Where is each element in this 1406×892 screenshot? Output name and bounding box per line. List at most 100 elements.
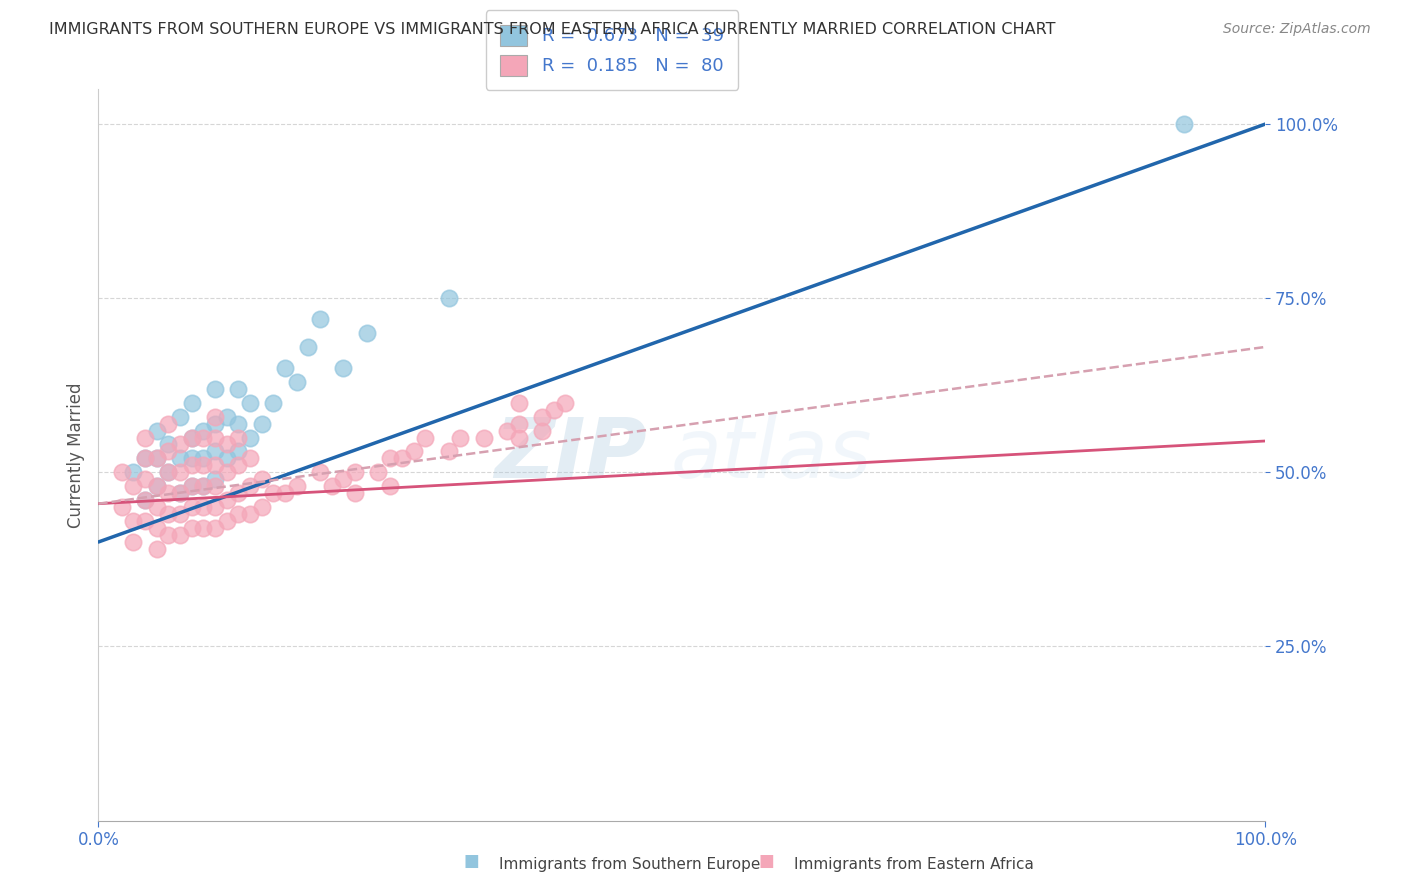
Point (239, 395, 262, 409)
Point (146, 479, 169, 493)
Point (250, 500, 273, 515)
Point (250, 472, 273, 486)
Point (193, 521, 215, 535)
Text: Source: ZipAtlas.com: Source: ZipAtlas.com (1223, 22, 1371, 37)
Point (239, 507, 262, 521)
Point (157, 528, 180, 542)
Point (146, 479, 169, 493)
Point (274, 360, 297, 375)
Point (180, 521, 202, 535)
Point (157, 486, 180, 500)
Point (215, 493, 238, 508)
Point (530, 424, 553, 438)
Text: Immigrants from Eastern Africa: Immigrants from Eastern Africa (794, 857, 1035, 872)
Point (169, 466, 191, 480)
Point (157, 507, 180, 521)
Point (262, 395, 284, 409)
Point (309, 466, 332, 480)
Point (193, 479, 215, 493)
Point (508, 417, 530, 431)
Point (111, 466, 134, 480)
Point (508, 395, 530, 409)
Point (472, 430, 495, 444)
Point (169, 507, 191, 521)
Point (228, 458, 250, 473)
Point (228, 430, 250, 444)
Point (204, 409, 226, 424)
Point (250, 417, 273, 431)
Point (449, 430, 471, 444)
Point (228, 444, 250, 458)
Point (122, 514, 145, 528)
Point (134, 451, 156, 466)
Point (204, 430, 226, 444)
Point (146, 424, 169, 438)
Point (193, 479, 215, 493)
Point (180, 458, 202, 473)
Point (134, 514, 156, 528)
Point (309, 312, 332, 326)
Point (169, 486, 191, 500)
Point (215, 466, 238, 480)
Point (380, 451, 402, 466)
Point (215, 514, 238, 528)
Point (146, 500, 169, 515)
Point (543, 402, 565, 417)
Point (146, 451, 169, 466)
Point (530, 409, 553, 424)
Point (157, 437, 180, 451)
Point (204, 500, 226, 515)
Point (146, 451, 169, 466)
Point (122, 535, 145, 549)
Point (134, 493, 156, 508)
Point (332, 472, 354, 486)
Text: Immigrants from Southern Europe: Immigrants from Southern Europe (499, 857, 761, 872)
Point (367, 466, 389, 480)
Point (437, 291, 460, 305)
Point (228, 417, 250, 431)
Point (204, 472, 226, 486)
Point (122, 466, 145, 480)
Point (262, 486, 284, 500)
Point (413, 430, 436, 444)
Text: ZIP: ZIP (495, 415, 647, 495)
Point (134, 472, 156, 486)
Point (344, 486, 367, 500)
Point (157, 444, 180, 458)
Point (204, 417, 226, 431)
Point (356, 326, 378, 340)
Point (437, 444, 460, 458)
Point (169, 486, 191, 500)
Point (180, 430, 202, 444)
Point (134, 430, 156, 444)
Point (239, 479, 262, 493)
Point (157, 466, 180, 480)
Point (193, 430, 215, 444)
Point (215, 437, 238, 451)
Point (134, 493, 156, 508)
Point (157, 417, 180, 431)
Point (239, 451, 262, 466)
Point (180, 430, 202, 444)
Point (496, 424, 519, 438)
Point (332, 360, 354, 375)
Point (344, 466, 367, 480)
Point (285, 375, 308, 389)
Point (111, 500, 134, 515)
Y-axis label: Currently Married: Currently Married (66, 382, 84, 528)
Point (228, 486, 250, 500)
Point (193, 500, 215, 515)
Point (321, 479, 343, 493)
Point (146, 541, 169, 556)
Text: IMMIGRANTS FROM SOUTHERN EUROPE VS IMMIGRANTS FROM EASTERN AFRICA CURRENTLY MARR: IMMIGRANTS FROM SOUTHERN EUROPE VS IMMIG… (49, 22, 1056, 37)
Point (508, 430, 530, 444)
Point (402, 444, 425, 458)
Point (180, 451, 202, 466)
Point (380, 479, 402, 493)
Point (228, 382, 250, 396)
Point (285, 479, 308, 493)
Point (204, 458, 226, 473)
Point (169, 409, 191, 424)
Point (180, 479, 202, 493)
Point (193, 451, 215, 466)
